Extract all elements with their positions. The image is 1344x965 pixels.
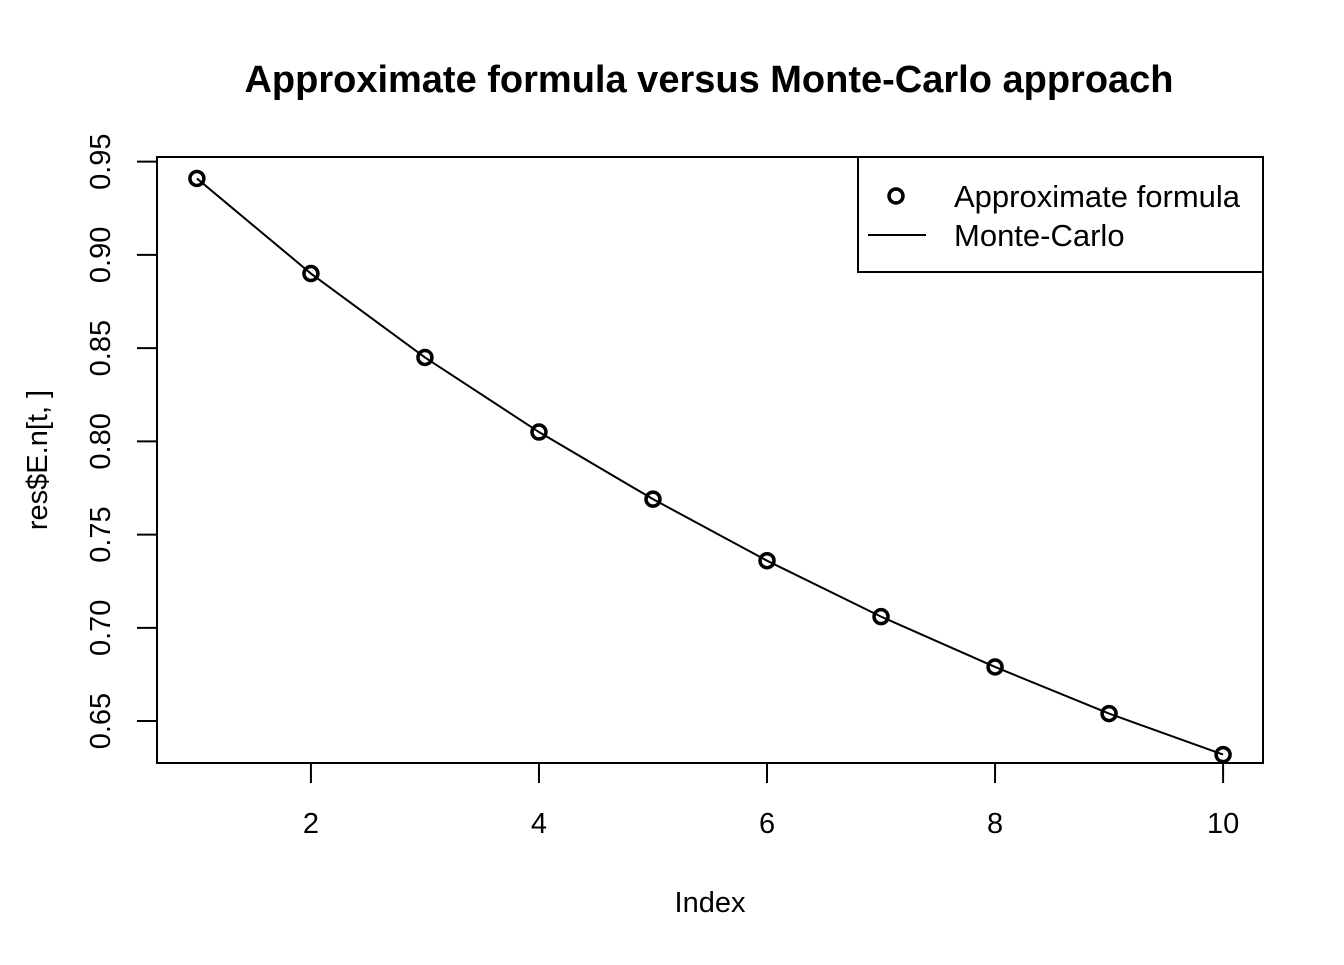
approximate-formula-point — [302, 264, 320, 283]
y-tick-label: 0.80 — [85, 413, 117, 469]
approximate-formula-point — [644, 490, 662, 508]
x-tick-label: 6 — [759, 808, 775, 840]
plot-frame — [156, 156, 1264, 764]
legend: Approximate formula Monte-Carlo — [857, 156, 1264, 273]
approximate-formula-point — [758, 551, 776, 570]
y-tick-label: 0.70 — [85, 600, 117, 656]
x-axis: 2 4 6 8 10 — [303, 763, 1239, 840]
x-tick-label: 8 — [987, 808, 1003, 840]
approximate-formula-point — [872, 607, 890, 626]
approximate-formula-point — [986, 658, 1004, 676]
legend-label: Monte-Carlo — [954, 218, 1125, 253]
approximate-formula-point — [416, 348, 434, 367]
legend-label: Approximate formula — [954, 179, 1241, 214]
approximate-formula-point — [1214, 745, 1232, 764]
legend-box — [857, 156, 1264, 273]
approximate-formula-point — [188, 169, 206, 188]
chart-title: Approximate formula versus Monte-Carlo a… — [244, 59, 1173, 101]
y-axis: 0.65 0.70 0.75 0.80 0.85 0.90 0.95 — [85, 133, 157, 749]
approximate-formula-point — [1100, 704, 1118, 723]
y-tick-label: 0.90 — [85, 227, 117, 283]
series-layer — [188, 169, 1232, 764]
y-tick-label: 0.75 — [85, 506, 117, 562]
y-tick-label: 0.65 — [85, 693, 117, 749]
legend-marker-circle — [887, 187, 905, 205]
x-tick-label: 4 — [531, 808, 547, 840]
approximate-formula-point — [530, 423, 548, 441]
y-axis-label: res$E.n[t, ] — [22, 390, 54, 530]
y-tick-label: 0.95 — [85, 133, 117, 189]
x-tick-label: 10 — [1207, 808, 1239, 840]
y-tick-label: 0.85 — [85, 320, 117, 376]
x-tick-label: 2 — [303, 808, 319, 840]
monte-carlo-line — [196, 177, 1224, 756]
x-axis-label: Index — [675, 887, 746, 919]
